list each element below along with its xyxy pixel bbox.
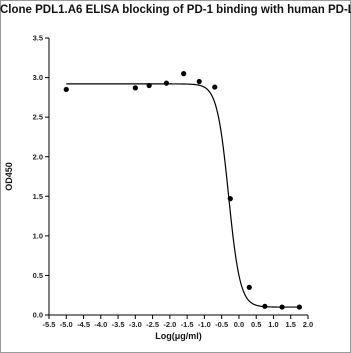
data-point: [212, 84, 218, 90]
y-tick-label: 3.0: [33, 73, 43, 82]
data-point: [63, 86, 69, 93]
y-tick-label: 2.0: [33, 152, 43, 161]
data-point: [227, 196, 233, 202]
y-tick-label: 1.5: [33, 192, 43, 201]
x-tick-label: -2.0: [163, 320, 176, 329]
data-point: [132, 85, 138, 91]
chart-title: Clone PDL1.A6 ELISA blocking of PD-1 bin…: [0, 4, 351, 16]
x-tick-label: -1.5: [181, 320, 194, 329]
y-tick-label: 2.5: [33, 113, 43, 122]
x-tick-label: 0.0: [234, 320, 244, 329]
x-tick-label: -4.0: [94, 320, 107, 329]
x-tick-label: 2.0: [303, 320, 313, 329]
x-tick-label: 1.5: [286, 320, 296, 329]
x-tick-label: -3.5: [112, 320, 125, 329]
x-tick-label: -0.5: [215, 320, 228, 329]
fit-curve: [66, 83, 300, 308]
x-tick-label: -2.5: [146, 320, 159, 329]
data-point: [163, 80, 170, 86]
data-point: [262, 303, 268, 309]
y-tick-label: 0.5: [33, 271, 43, 280]
x-tick-label: -5.5: [43, 320, 56, 329]
x-tick-label: -3.0: [129, 320, 142, 329]
x-tick-label: 1.0: [268, 320, 278, 329]
data-point: [279, 304, 285, 310]
y-axis-title: OD450: [4, 162, 14, 191]
x-tick-label: -1.0: [198, 320, 211, 329]
y-tick-label: 0.0: [33, 311, 43, 320]
data-point: [196, 78, 202, 85]
x-tick-label: 0.5: [251, 320, 261, 329]
data-point: [246, 284, 252, 290]
data-point: [181, 71, 187, 77]
y-tick-label: 3.5: [33, 34, 43, 43]
y-tick-label: 1.0: [33, 231, 43, 240]
x-tick-label: -5.0: [60, 320, 73, 329]
data-point: [146, 82, 152, 89]
x-tick-label: -4.5: [77, 320, 90, 329]
x-axis-title: Log(μg/ml): [155, 331, 202, 341]
data-point: [296, 304, 302, 310]
